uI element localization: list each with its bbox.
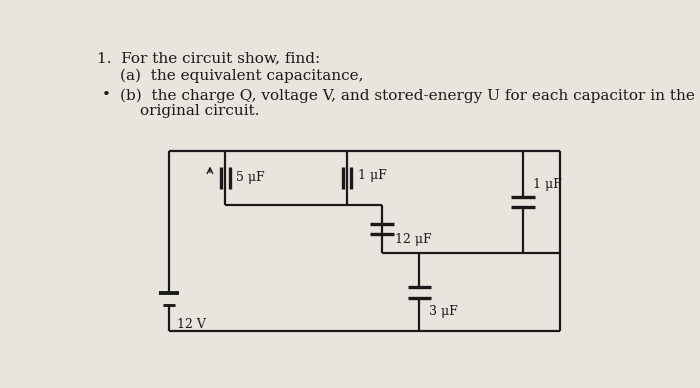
Text: (b)  the charge Q, voltage V, and stored‐energy U for each capacitor in the: (b) the charge Q, voltage V, and stored‐… [120,88,695,102]
Text: 1 μF: 1 μF [358,169,386,182]
Text: •: • [102,88,111,102]
Text: 3 μF: 3 μF [429,305,458,317]
Text: 5 μF: 5 μF [237,171,265,184]
Text: 1 μF: 1 μF [533,178,562,191]
Text: 12 V: 12 V [177,318,206,331]
Text: 12 μF: 12 μF [395,233,432,246]
Text: 1.  For the circuit show, find:: 1. For the circuit show, find: [97,51,320,65]
Text: original circuit.: original circuit. [140,104,260,118]
Text: (a)  the equivalent capacitance,: (a) the equivalent capacitance, [120,68,363,83]
